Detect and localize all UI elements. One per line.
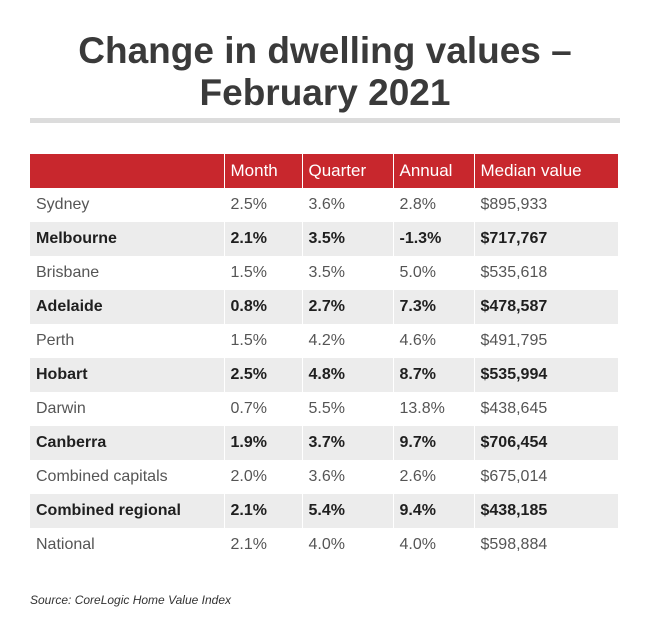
annual-cell: 9.4% (392, 494, 474, 528)
annual-cell: 7.3% (392, 290, 474, 324)
region-cell: Canberra (30, 426, 224, 460)
table-row: Adelaide 0.8% 2.7% 7.3% $478,587 (30, 290, 618, 324)
table-row: Hobart 2.5% 4.8% 8.7% $535,994 (30, 358, 618, 392)
title-divider (30, 118, 620, 123)
quarter-cell: 3.6% (301, 460, 393, 494)
table-row: Darwin 0.7% 5.5% 13.8% $438,645 (30, 392, 618, 426)
table-row: Canberra 1.9% 3.7% 9.7% $706,454 (30, 426, 618, 460)
quarter-cell: 3.5% (301, 256, 393, 290)
region-cell: Combined capitals (36, 468, 168, 485)
median-value-cell: $717,767 (473, 222, 618, 256)
quarter-cell: 3.7% (301, 426, 393, 460)
quarter-cell: 3.5% (301, 222, 393, 256)
region-cell: Hobart (30, 358, 224, 392)
month-cell: 1.5% (223, 324, 302, 358)
region-cell: National (36, 536, 95, 553)
median-value-cell: $706,454 (473, 426, 618, 460)
quarter-cell: 4.2% (301, 324, 393, 358)
header-annual: Annual (392, 154, 474, 188)
title-line-1: Change in dwelling values – (78, 30, 572, 71)
median-value-cell: $598,884 (473, 528, 618, 562)
table-body: Sydney 2.5% 3.6% 2.8% $895,933 Melbourne 2.1% 3… (30, 188, 618, 562)
quarter-cell: 3.6% (301, 188, 393, 222)
quarter-cell: 5.5% (301, 392, 393, 426)
annual-cell: 2.8% (392, 188, 474, 222)
header-month: Month (223, 154, 302, 188)
annual-cell: 4.0% (392, 528, 474, 562)
region-cell: Adelaide (30, 290, 224, 324)
median-value-cell: $438,645 (473, 392, 618, 426)
table-header-row: Month Quarter Annual Median value (30, 154, 618, 188)
source-note: Source: CoreLogic Home Value Index (30, 593, 231, 607)
region-cell: Perth (36, 332, 75, 349)
table-row: Melbourne 2.1% 3.5% -1.3% $717,767 (30, 222, 618, 256)
month-cell: 2.5% (223, 358, 302, 392)
month-cell: 1.9% (223, 426, 302, 460)
region-cell: Sydney (36, 196, 90, 213)
median-value-cell: $675,014 (473, 460, 618, 494)
month-cell: 0.8% (223, 290, 302, 324)
quarter-cell: 4.8% (301, 358, 393, 392)
month-cell: 0.7% (223, 392, 302, 426)
annual-cell: 13.8% (392, 392, 474, 426)
month-cell: 1.5% (223, 256, 302, 290)
table-row: Combined regional 2.1% 5.4% 9.4% $438,185 (30, 494, 618, 528)
table-row: Combined capitals 2.0% 3.6% 2.6% $675,014 (30, 460, 618, 494)
median-value-cell: $438,185 (473, 494, 618, 528)
annual-cell: 2.6% (392, 460, 474, 494)
month-cell: 2.1% (223, 222, 302, 256)
title-line-2: February 2021 (199, 72, 451, 113)
dwelling-values-table: Month Quarter Annual Median value Sydney… (30, 154, 618, 562)
region-cell: Combined regional (30, 494, 224, 528)
annual-cell: 8.7% (392, 358, 474, 392)
median-value-cell: $895,933 (473, 188, 618, 222)
month-cell: 2.1% (223, 494, 302, 528)
median-value-cell: $535,994 (473, 358, 618, 392)
table-row: Sydney 2.5% 3.6% 2.8% $895,933 (30, 188, 618, 222)
month-cell: 2.1% (223, 528, 302, 562)
annual-cell: 9.7% (392, 426, 474, 460)
month-cell: 2.5% (223, 188, 302, 222)
quarter-cell: 2.7% (301, 290, 393, 324)
region-cell: Melbourne (30, 222, 224, 256)
region-cell: Brisbane (36, 264, 100, 281)
median-value-cell: $535,618 (473, 256, 618, 290)
table-row: National 2.1% 4.0% 4.0% $598,884 (30, 528, 618, 562)
quarter-cell: 5.4% (301, 494, 393, 528)
header-quarter: Quarter (301, 154, 393, 188)
table-row: Perth 1.5% 4.2% 4.6% $491,795 (30, 324, 618, 358)
header-median-value: Median value (473, 154, 618, 188)
month-cell: 2.0% (223, 460, 302, 494)
median-value-cell: $478,587 (473, 290, 618, 324)
page-title: Change in dwelling values – February 202… (0, 30, 650, 114)
quarter-cell: 4.0% (301, 528, 393, 562)
annual-cell: 5.0% (392, 256, 474, 290)
region-cell: Darwin (36, 400, 86, 417)
header-city (30, 154, 224, 188)
annual-cell: 4.6% (392, 324, 474, 358)
median-value-cell: $491,795 (473, 324, 618, 358)
annual-cell: -1.3% (392, 222, 474, 256)
table-row: Brisbane 1.5% 3.5% 5.0% $535,618 (30, 256, 618, 290)
